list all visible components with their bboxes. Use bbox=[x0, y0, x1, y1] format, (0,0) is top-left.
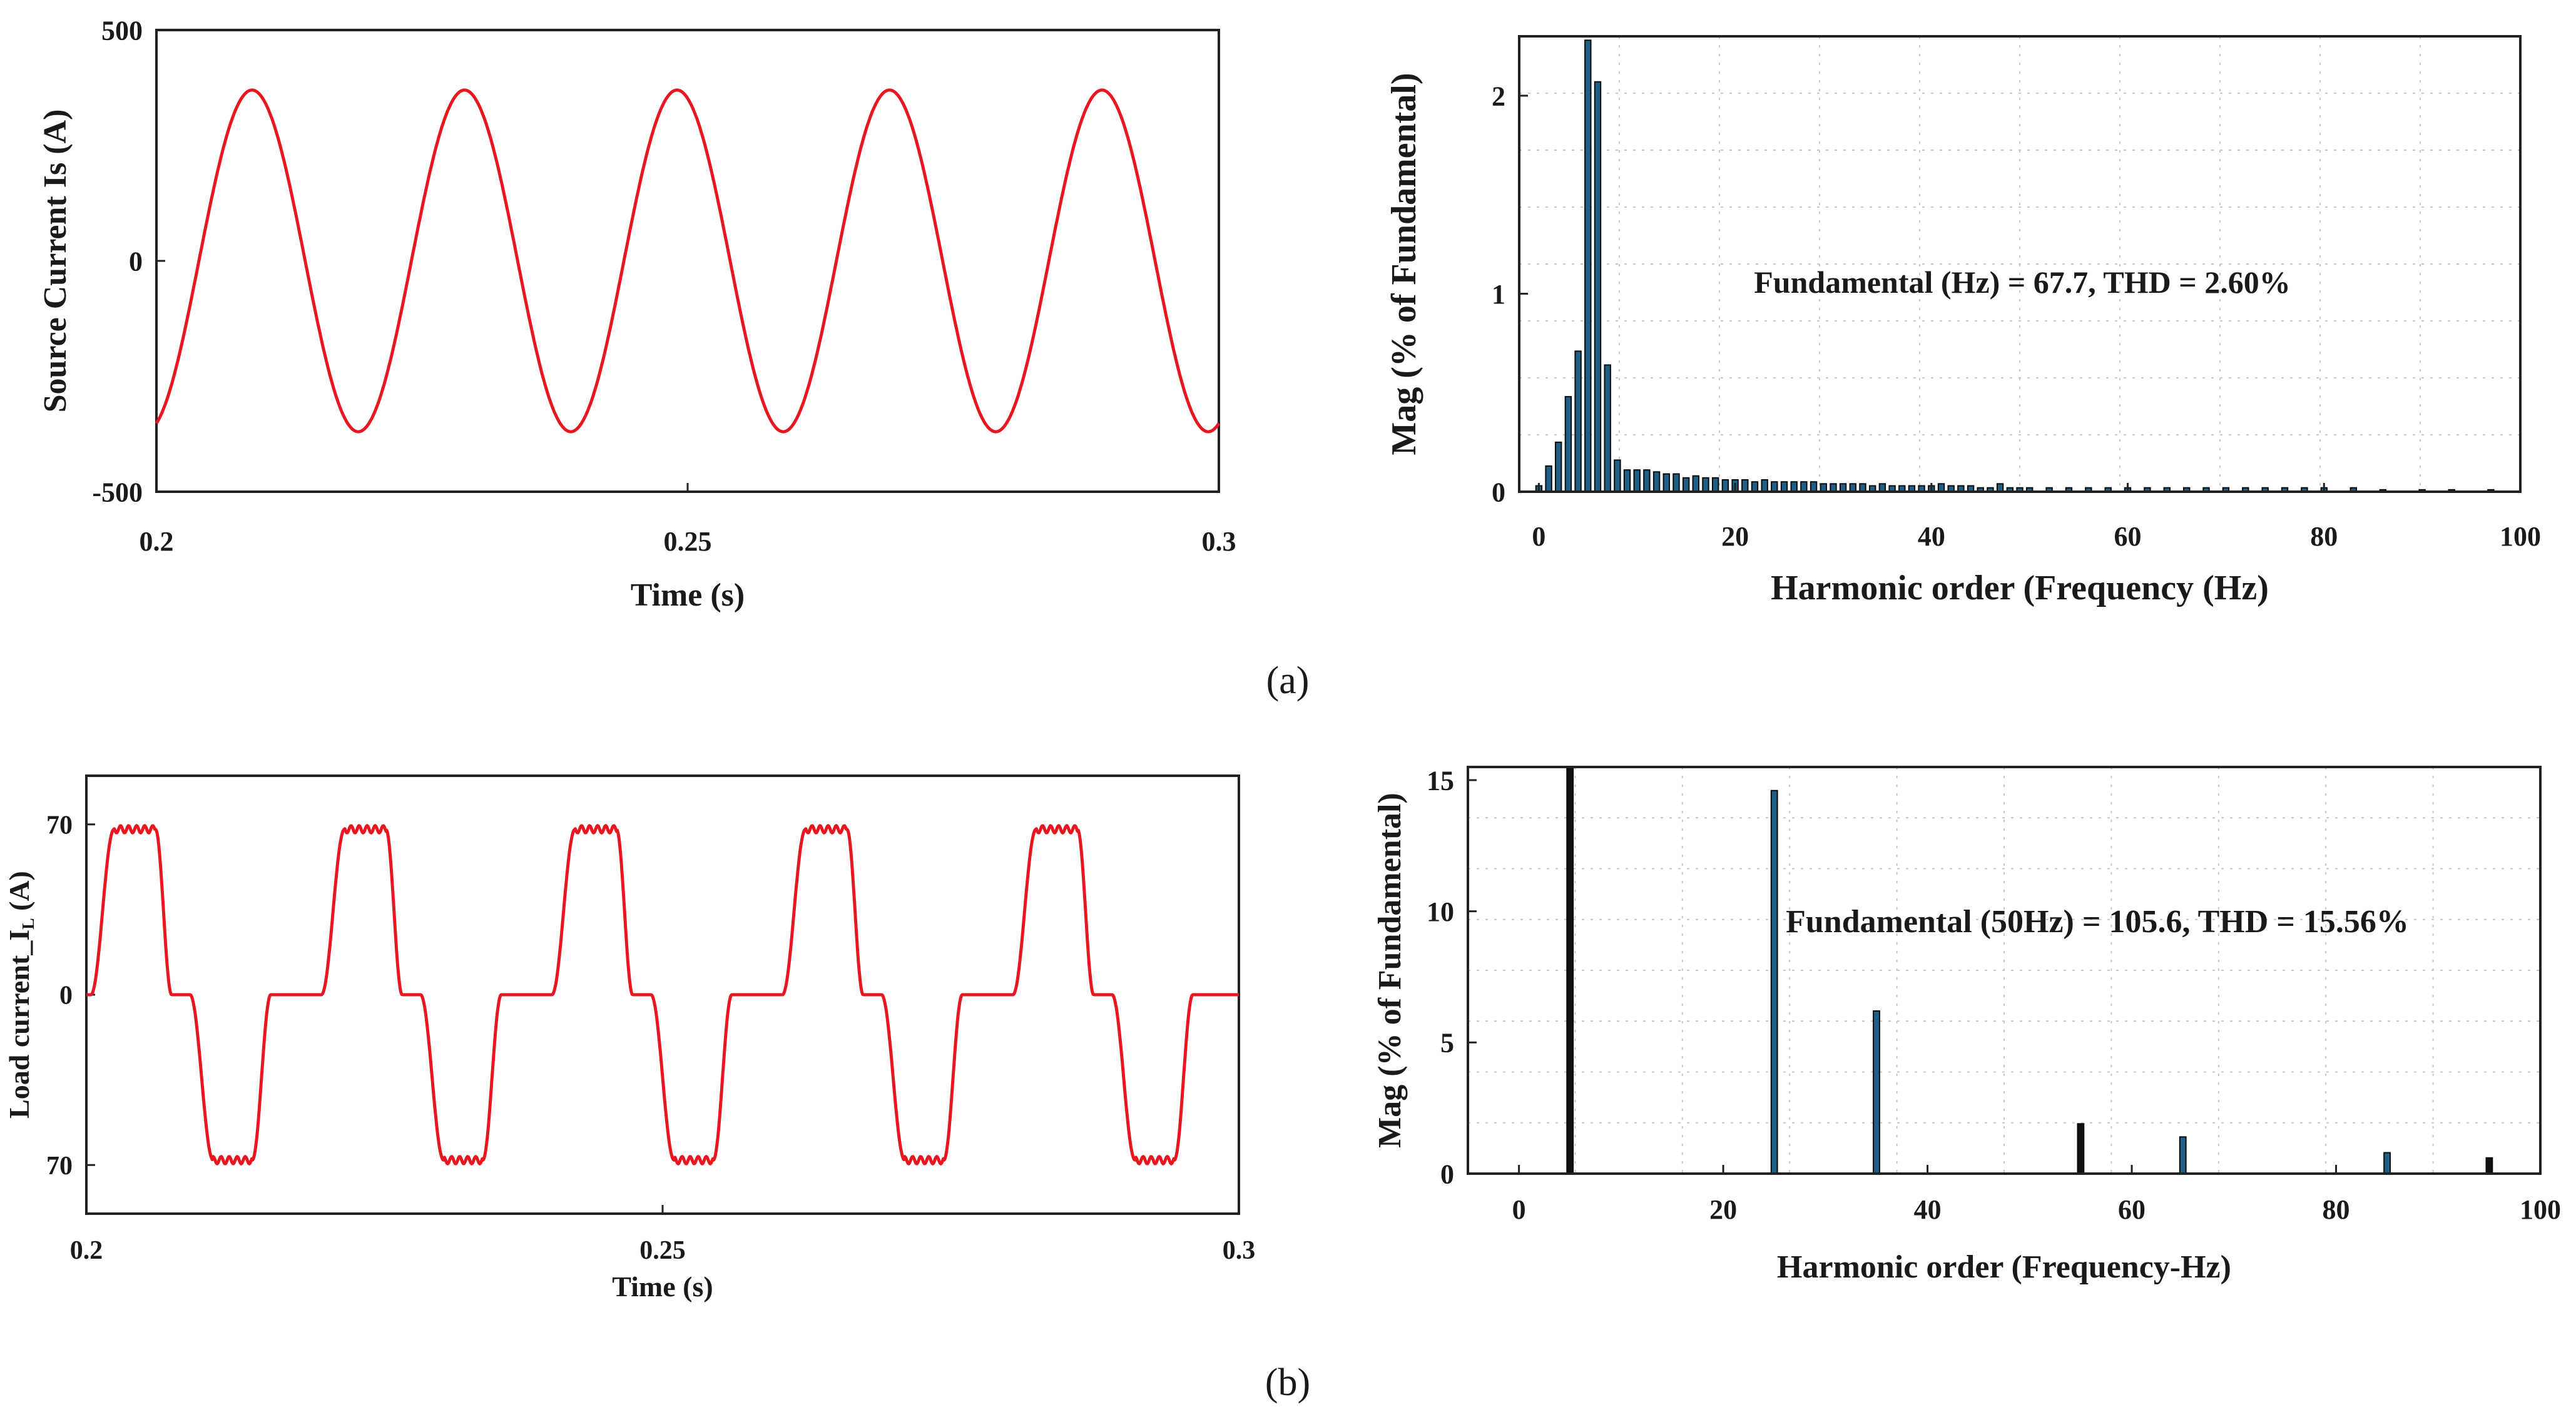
x-tick-label: 80 bbox=[2310, 521, 2338, 552]
bar bbox=[1702, 477, 1709, 492]
x-tick-label: 0.2 bbox=[70, 1236, 103, 1265]
bar bbox=[2383, 1152, 2391, 1174]
bar bbox=[1741, 479, 1749, 492]
bar bbox=[1623, 469, 1631, 493]
chart-a-source-current: 0.2 0.25 0.3 -500 0 500 Time (s) Source Current… bbox=[38, 15, 1236, 613]
x-tick-label: 60 bbox=[2118, 1194, 2146, 1225]
bar bbox=[1692, 475, 1700, 493]
bar bbox=[1721, 479, 1729, 492]
bar bbox=[1770, 790, 1778, 1174]
x-axis-label: Harmonic order (Frequency-Hz) bbox=[1777, 1249, 2231, 1285]
y-axis-label: Mag (% of Fundamental) bbox=[1385, 73, 1423, 455]
panel-label-b: (b) bbox=[1265, 1361, 1310, 1404]
x-axis-label: Harmonic order (Frequency (Hz) bbox=[1771, 569, 2269, 607]
bar bbox=[1751, 481, 1759, 493]
bar bbox=[2179, 1136, 2187, 1175]
x-tick-label: 80 bbox=[2323, 1194, 2350, 1225]
x-axis-label: Time (s) bbox=[631, 577, 745, 613]
bar bbox=[1683, 477, 1690, 492]
y-tick-label: 2 bbox=[1492, 81, 1505, 111]
bar bbox=[1800, 481, 1808, 493]
x-tick-label: 0.3 bbox=[1223, 1236, 1256, 1265]
y-tick-label: 70 bbox=[46, 811, 73, 840]
x-tick-label: 100 bbox=[2500, 521, 2541, 552]
bar bbox=[1761, 479, 1768, 492]
bar bbox=[1780, 481, 1788, 493]
y-axis-label: Source Current Is (A) bbox=[38, 109, 73, 413]
y-tick-label: 0 bbox=[1492, 477, 1505, 507]
y-axis-label: Load current_IL (A) bbox=[3, 871, 38, 1119]
x-tick-label: 40 bbox=[1918, 521, 1945, 552]
y-tick-label: 5 bbox=[1440, 1028, 1454, 1059]
y-tick-label: 15 bbox=[1427, 765, 1454, 796]
x-tick-label: 60 bbox=[2114, 521, 2142, 552]
plot-frame bbox=[1518, 35, 2522, 493]
annotation: Fundamental (Hz) = 67.7, THD = 2.60% bbox=[1754, 265, 2290, 300]
bar bbox=[1873, 1010, 1880, 1174]
bar bbox=[1810, 481, 1818, 493]
x-tick-label: 0.25 bbox=[664, 526, 712, 557]
y-tick-label: 70 bbox=[46, 1152, 73, 1181]
x-tick-label: 0 bbox=[1512, 1194, 1526, 1225]
annotation: Fundamental (50Hz) = 105.6, THD = 15.56% bbox=[1786, 904, 2409, 940]
bar bbox=[1662, 473, 1671, 492]
plot-frame bbox=[1467, 766, 2542, 1175]
y-tick-label: 0 bbox=[59, 982, 73, 1010]
bar bbox=[1771, 481, 1778, 493]
bar bbox=[1604, 364, 1611, 493]
bar bbox=[1564, 396, 1572, 492]
bar bbox=[1672, 473, 1680, 492]
x-tick-label: 0.25 bbox=[639, 1236, 686, 1265]
x-tick-label: 0.2 bbox=[140, 526, 174, 557]
y-tick-label: -500 bbox=[92, 477, 143, 507]
y-axis-label: Mag (% of Fundamental) bbox=[1372, 793, 1408, 1148]
bar bbox=[1545, 465, 1552, 493]
bar bbox=[1790, 481, 1798, 493]
x-tick-label: 0 bbox=[1532, 521, 1545, 552]
bar bbox=[1712, 477, 1719, 492]
bar bbox=[1643, 469, 1651, 493]
x-tick-label: 100 bbox=[2520, 1194, 2561, 1225]
y-tick-label: 1 bbox=[1492, 279, 1505, 310]
y-tick-label: 500 bbox=[101, 15, 143, 46]
bar bbox=[1555, 441, 1562, 493]
chart-b-fft-spectrum: 0 20 40 60 80 100 0 5 10 15 Harmonic order (Freque… bbox=[1372, 765, 2561, 1285]
chart-b-load-current: 0.2 0.25 0.3 70 0 70 Time (s) Load current_IL (… bbox=[3, 774, 1256, 1303]
y-axis-label-unit: (A) bbox=[3, 871, 35, 918]
bar bbox=[1584, 39, 1592, 493]
y-tick-label: 0 bbox=[129, 246, 143, 277]
bar bbox=[2485, 1157, 2493, 1175]
bar bbox=[1652, 471, 1661, 492]
y-tick-label: 10 bbox=[1427, 896, 1454, 927]
chart-a-fft-spectrum: 0 20 40 60 80 100 0 1 2 Harmonic order (Frequency… bbox=[1385, 35, 2541, 607]
x-tick-label: 0.3 bbox=[1202, 526, 1236, 557]
bar bbox=[1633, 469, 1641, 493]
x-tick-label: 40 bbox=[1914, 1194, 1942, 1225]
series-line bbox=[155, 88, 1221, 434]
bar bbox=[1614, 459, 1621, 493]
y-tick-label: 0 bbox=[1440, 1159, 1454, 1189]
bar bbox=[2077, 1123, 2085, 1175]
panel-label-a: (a) bbox=[1266, 659, 1310, 702]
bar bbox=[1594, 81, 1602, 493]
bar bbox=[1566, 766, 1574, 1174]
x-axis-label: Time (s) bbox=[612, 1271, 713, 1303]
bar bbox=[1574, 350, 1582, 492]
y-axis-label-subscript: L bbox=[18, 918, 38, 929]
x-tick-label: 20 bbox=[1709, 1194, 1737, 1225]
x-tick-label: 20 bbox=[1721, 521, 1749, 552]
series-line bbox=[85, 824, 1240, 1166]
